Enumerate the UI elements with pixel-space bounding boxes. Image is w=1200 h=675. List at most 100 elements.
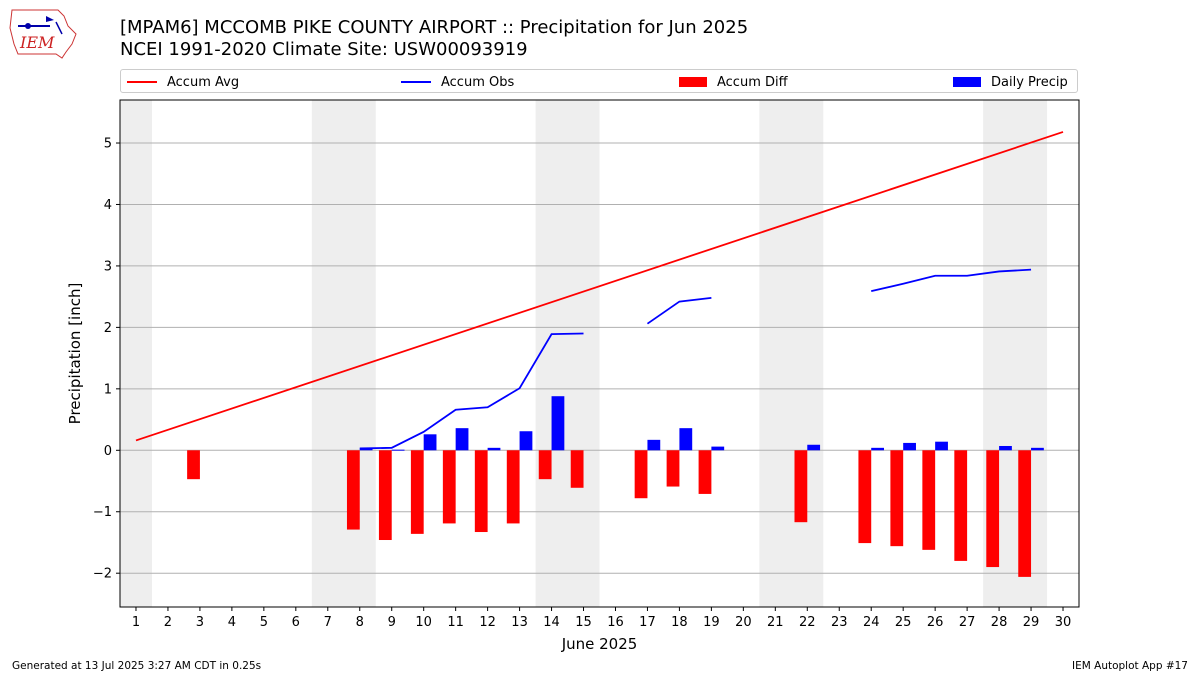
bar-accum-diff-day-26	[922, 450, 936, 550]
xtick-label-28: 28	[991, 615, 1008, 630]
xtick-label-23: 23	[831, 615, 848, 630]
weekend-shade-4	[759, 100, 824, 607]
legend-item-accum-avg: Accum Avg	[127, 70, 239, 94]
legend-swatch-accum-diff	[679, 77, 707, 87]
line-accum-obs-segment-2	[646, 296, 712, 325]
line-accum-obs-segment-3	[871, 268, 1032, 293]
bar-daily-precip-day-10	[423, 434, 437, 451]
legend-label-accum-obs: Accum Obs	[441, 74, 515, 90]
bar-accum-diff-day-29	[1018, 450, 1032, 577]
y-axis-label: Precipitation [inch]	[66, 283, 84, 425]
legend-label-accum-diff: Accum Diff	[717, 74, 788, 90]
xtick-label-19: 19	[703, 615, 720, 630]
bar-daily-precip-day-11	[455, 428, 469, 451]
xtick-label-17: 17	[639, 615, 656, 630]
bar-daily-precip-day-24	[871, 447, 885, 451]
xtick-label-8: 8	[356, 615, 364, 630]
xtick-label-7: 7	[324, 615, 332, 630]
xtick-label-14: 14	[543, 615, 560, 630]
bar-accum-diff-day-9	[378, 450, 392, 541]
svg-text:IEM: IEM	[19, 33, 55, 52]
ytick-label-4: 2	[104, 321, 112, 336]
line-accum-avg	[135, 131, 1064, 442]
bar-daily-precip-day-8	[359, 448, 373, 451]
bar-accum-diff-day-27	[954, 450, 968, 561]
bar-accum-diff-day-19	[698, 450, 712, 494]
xtick-label-5: 5	[260, 615, 268, 630]
xtick-label-15: 15	[575, 615, 592, 630]
bar-accum-diff-day-12	[474, 450, 488, 533]
ytick-label-3: 1	[104, 382, 112, 397]
chart-title-line1: [MPAM6] MCCOMB PIKE COUNTY AIRPORT :: Pr…	[120, 17, 749, 38]
chart-legend: Accum Avg Accum Obs Accum Diff Daily Pre…	[120, 69, 1078, 93]
weekend-shade-3	[535, 100, 600, 607]
bar-accum-diff-day-18	[666, 450, 680, 487]
weekend-shade-2	[311, 100, 376, 607]
xtick-label-29: 29	[1023, 615, 1040, 630]
chart-title-line2: NCEI 1991-2020 Climate Site: USW00093919	[120, 39, 528, 60]
bar-accum-diff-day-8	[346, 450, 360, 530]
xtick-label-24: 24	[863, 615, 880, 630]
bar-daily-precip-day-18	[679, 428, 693, 451]
bar-accum-diff-day-22	[794, 450, 808, 523]
xtick-label-20: 20	[735, 615, 752, 630]
ytick-label-1: −1	[93, 505, 112, 520]
bar-accum-diff-day-25	[890, 450, 904, 547]
bar-daily-precip-day-26	[935, 441, 948, 451]
plot-frame	[119, 99, 1080, 608]
bar-accum-diff-day-14	[538, 450, 552, 480]
line-accum-obs-segment-1	[359, 332, 584, 450]
bar-daily-precip-day-19	[711, 446, 725, 451]
legend-label-daily-precip: Daily Precip	[991, 74, 1068, 90]
xtick-label-3: 3	[196, 615, 204, 630]
legend-label-accum-avg: Accum Avg	[167, 74, 240, 90]
bar-accum-diff-day-11	[442, 450, 456, 524]
xtick-label-11: 11	[447, 615, 464, 630]
ytick-label-6: 4	[104, 198, 112, 213]
xtick-label-21: 21	[767, 615, 784, 630]
xtick-label-22: 22	[799, 615, 816, 630]
xtick-label-12: 12	[479, 615, 496, 630]
xtick-label-9: 9	[388, 615, 396, 630]
bar-daily-precip-day-28	[999, 445, 1012, 451]
bar-daily-precip-day-13	[519, 431, 533, 451]
x-axis-label: June 2025	[561, 635, 638, 653]
xtick-label-6: 6	[292, 615, 300, 630]
footer-app-id: IEM Autoplot App #17	[1072, 660, 1188, 672]
ytick-label-2: 0	[104, 444, 112, 459]
legend-swatch-daily-precip	[953, 77, 981, 87]
bar-accum-diff-day-17	[634, 450, 648, 499]
bar-daily-precip-day-17	[647, 439, 661, 451]
weekend-shade-1	[120, 100, 152, 607]
xtick-label-16: 16	[607, 615, 624, 630]
iem-logo: IEM	[9, 9, 77, 59]
footer-generated: Generated at 13 Jul 2025 3:27 AM CDT in …	[12, 660, 262, 672]
bar-accum-diff-day-10	[410, 450, 424, 534]
legend-item-accum-diff: Accum Diff	[679, 70, 788, 94]
bar-accum-diff-day-24	[858, 450, 872, 544]
xtick-label-18: 18	[671, 615, 688, 630]
bar-accum-diff-day-13	[506, 450, 520, 524]
xtick-label-27: 27	[959, 615, 976, 630]
ytick-label-7: 5	[104, 137, 112, 152]
bar-accum-diff-day-28	[986, 450, 1000, 568]
legend-item-daily-precip: Daily Precip	[953, 70, 1068, 94]
xtick-label-10: 10	[415, 615, 432, 630]
bar-accum-diff-day-3	[187, 450, 200, 480]
bar-accum-diff-day-15	[570, 450, 584, 488]
xtick-label-13: 13	[511, 615, 528, 630]
bar-daily-precip-day-9	[391, 449, 405, 451]
chart-title: [MPAM6] MCCOMB PIKE COUNTY AIRPORT :: Pr…	[120, 17, 748, 61]
xtick-label-25: 25	[895, 615, 912, 630]
bar-daily-precip-day-22	[807, 444, 821, 451]
xtick-label-4: 4	[228, 615, 236, 630]
ytick-label-5: 3	[104, 259, 112, 274]
xtick-label-30: 30	[1055, 615, 1072, 630]
bar-daily-precip-day-29	[1031, 447, 1044, 451]
xtick-label-1: 1	[132, 615, 140, 630]
legend-item-accum-obs: Accum Obs	[401, 70, 514, 94]
xtick-label-2: 2	[164, 615, 172, 630]
bar-daily-precip-day-14	[551, 396, 565, 451]
xtick-label-26: 26	[927, 615, 944, 630]
